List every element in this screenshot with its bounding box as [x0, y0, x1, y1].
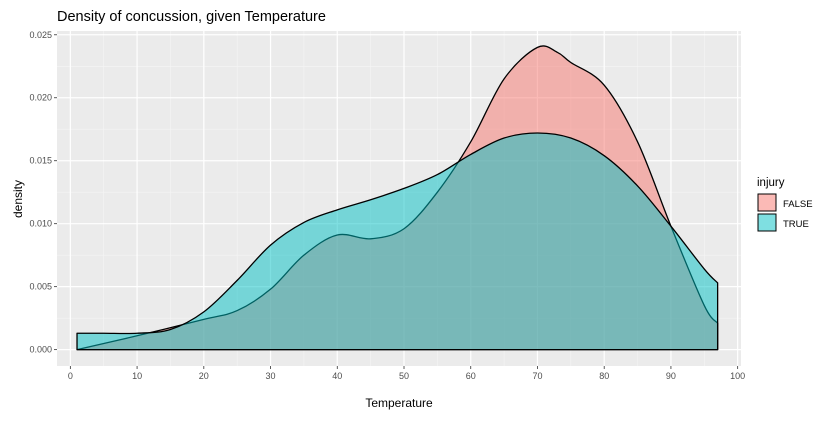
x-tick-label: 100	[730, 371, 745, 381]
x-tick-label: 90	[666, 371, 676, 381]
x-tick-label: 50	[399, 371, 409, 381]
y-tick-label: 0.025	[29, 30, 52, 40]
y-tick-label: 0.005	[29, 282, 52, 292]
x-tick-label: 20	[199, 371, 209, 381]
y-tick-label: 0.000	[29, 345, 52, 355]
x-tick-label: 80	[599, 371, 609, 381]
x-tick-label: 0	[68, 371, 73, 381]
x-tick-label: 10	[132, 371, 142, 381]
y-axis-title: density	[11, 180, 25, 218]
x-tick-label: 40	[332, 371, 342, 381]
legend-title: injury	[757, 177, 785, 189]
chart-title: Density of concussion, given Temperature	[57, 9, 326, 25]
density-areas	[76, 45, 719, 351]
x-tick-label: 60	[466, 371, 476, 381]
legend-label-true: TRUE	[783, 219, 809, 230]
y-tick-label: 0.010	[29, 219, 52, 229]
y-tick-label: 0.015	[29, 156, 52, 166]
x-tick-label: 70	[532, 371, 542, 381]
legend-label-false: FALSE	[783, 199, 813, 210]
x-tick-label: 30	[266, 371, 276, 381]
legend: injury FALSE TRUE	[757, 177, 813, 232]
y-tick-label: 0.020	[29, 93, 52, 103]
legend-key-false	[757, 193, 777, 212]
legend-key-true	[757, 213, 777, 232]
x-axis-title: Temperature	[365, 396, 433, 410]
density-area-true	[76, 132, 719, 351]
axes: 0 10 20 30 40 50 60 70 80 90 100 0.000 0.005 0.010 0.0…	[29, 30, 745, 381]
